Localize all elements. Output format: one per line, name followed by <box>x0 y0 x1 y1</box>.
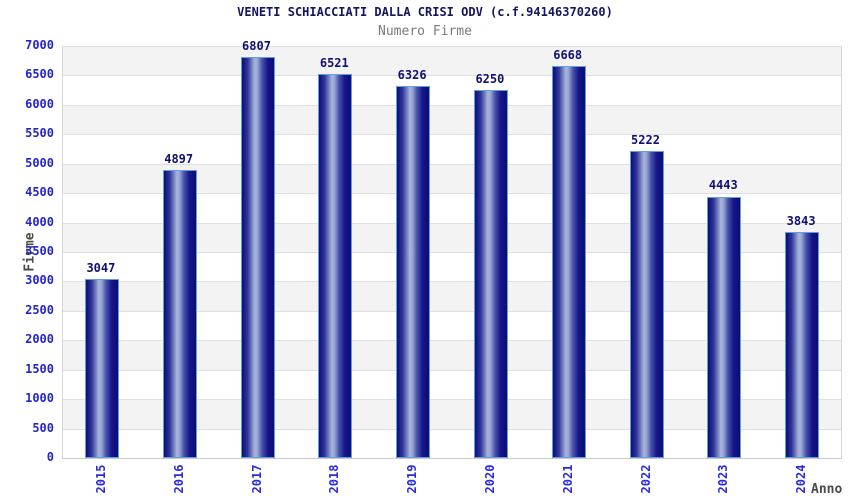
y-tick-label: 5500 <box>25 126 54 141</box>
bar-value-label: 6250 <box>475 72 505 87</box>
gridline <box>63 75 841 77</box>
bar-value-label: 4443 <box>708 178 738 193</box>
x-axis-label: Anno <box>811 482 843 497</box>
gridline <box>63 193 841 195</box>
gridline <box>63 310 841 312</box>
y-tick-label: 3000 <box>25 273 54 288</box>
bar <box>318 74 353 458</box>
bar-value-label: 6807 <box>242 39 271 54</box>
bar <box>707 196 742 458</box>
bar <box>240 57 275 458</box>
gridline <box>63 134 841 136</box>
gridline <box>63 369 841 371</box>
gridline <box>63 399 841 401</box>
bar <box>551 65 586 458</box>
bar <box>785 231 820 458</box>
plot-area <box>62 46 842 459</box>
bar-value-label: 6521 <box>319 56 349 71</box>
bar <box>473 90 508 458</box>
bar-value-label: 4897 <box>164 151 194 166</box>
y-tick-label: 2000 <box>25 332 54 347</box>
y-tick-label: 2500 <box>25 302 54 317</box>
chart-subtitle: Numero Firme <box>378 24 472 39</box>
gridline <box>63 46 841 47</box>
bar-value-label: 6326 <box>397 67 427 82</box>
x-tick-label: 2021 <box>560 464 575 494</box>
y-tick-label: 4000 <box>25 214 54 229</box>
plot-band <box>63 75 841 104</box>
gridline <box>63 428 841 430</box>
plot-band <box>63 104 841 135</box>
x-tick-label: 2018 <box>327 464 342 494</box>
y-tick-label: 3500 <box>25 244 54 258</box>
bar <box>396 85 431 458</box>
y-tick-label: 6500 <box>25 67 54 82</box>
y-tick-label: 4500 <box>25 185 54 200</box>
bar <box>84 278 119 458</box>
y-tick-label: 5000 <box>25 155 54 170</box>
x-tick-label: 2019 <box>405 464 420 494</box>
bar-value-label: 3843 <box>786 213 816 228</box>
chart-title: VENETI SCHIACCIATI DALLA CRISI ODV (c.f.… <box>237 5 613 19</box>
y-tick-label: 6000 <box>25 96 54 111</box>
gridline <box>63 104 841 106</box>
bar <box>629 150 664 458</box>
gridline <box>63 252 841 253</box>
y-tick-label: 0 <box>46 450 54 464</box>
y-tick-label: 1500 <box>25 361 54 376</box>
x-tick-label: 2015 <box>93 464 108 494</box>
x-tick-label: 2024 <box>794 464 809 494</box>
x-tick-label: 2016 <box>171 464 186 494</box>
bar <box>162 169 197 458</box>
y-tick-label: 1000 <box>25 391 54 406</box>
x-tick-label: 2023 <box>716 464 731 494</box>
x-tick-label: 2022 <box>638 464 653 494</box>
bar-value-label: 3047 <box>86 260 116 275</box>
gridline <box>63 222 841 224</box>
bar-value-label: 6668 <box>553 47 583 62</box>
plot-band <box>63 46 841 76</box>
gridline <box>63 163 841 165</box>
x-tick-label: 2020 <box>482 464 497 494</box>
y-tick-label: 7000 <box>25 38 54 52</box>
gridline <box>63 281 841 283</box>
y-tick-label: 500 <box>32 420 54 435</box>
bar-value-label: 5222 <box>631 132 660 147</box>
x-tick-label: 2017 <box>249 464 264 494</box>
gridline <box>63 340 841 342</box>
